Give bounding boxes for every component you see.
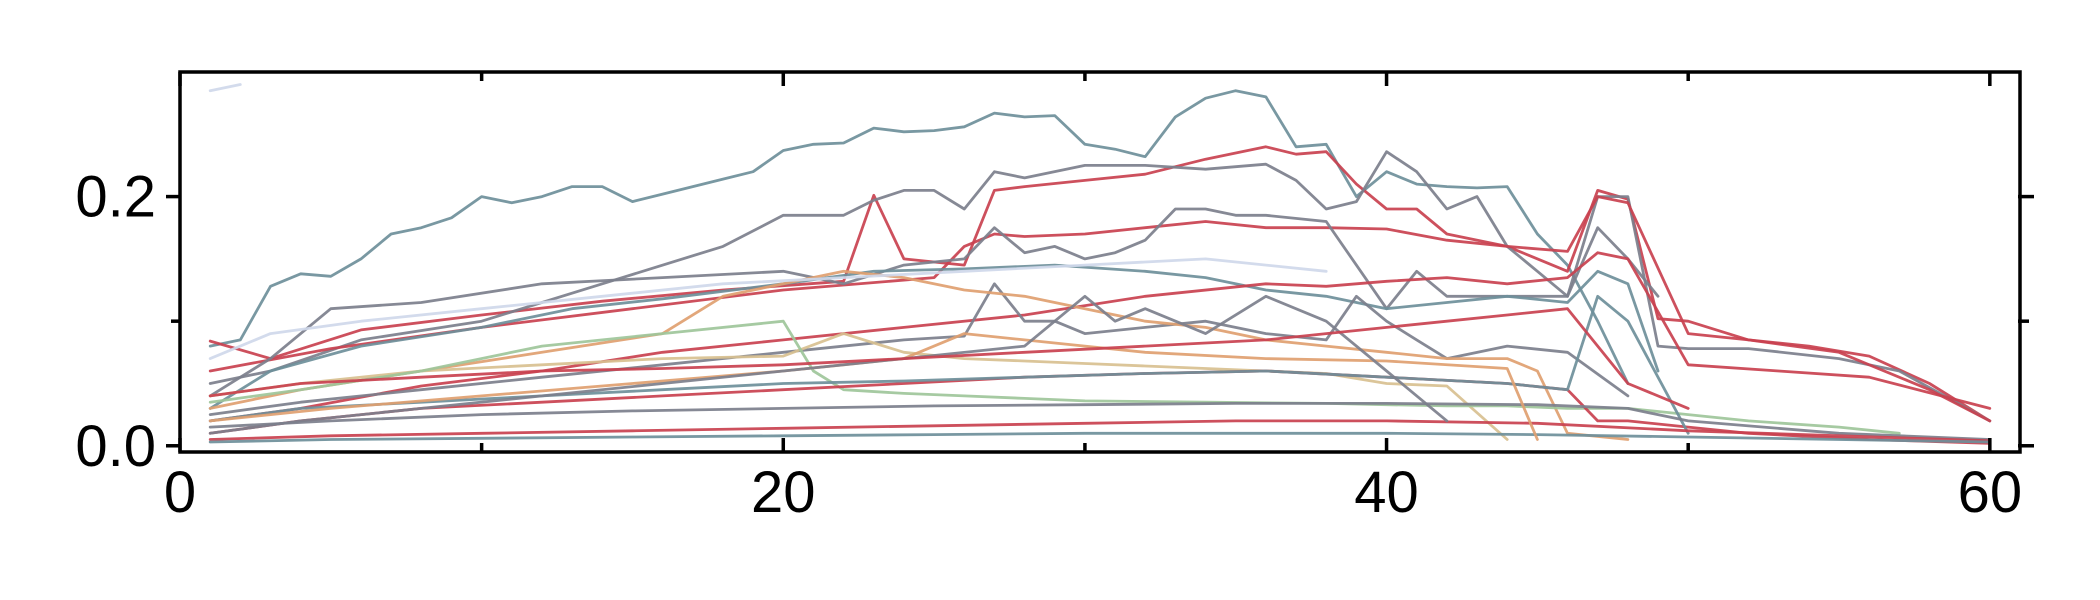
series-line-16: [208, 431, 1992, 444]
series-line-5: [208, 207, 1660, 398]
series-line-4: [208, 195, 1992, 423]
series-line-19: [208, 332, 1539, 441]
series-line-17: [208, 83, 242, 93]
y-tick-label: 0.0: [75, 414, 156, 479]
x-tick-label: 20: [751, 460, 816, 525]
series-line-14: [208, 401, 1992, 441]
series-line-7: [208, 251, 1992, 423]
series-line-11: [208, 319, 1901, 435]
x-tick-label: 40: [1354, 460, 1419, 525]
series-line-13: [208, 294, 1690, 435]
series-line-18: [208, 257, 1328, 361]
series-line-6: [208, 263, 1660, 410]
series-line-20: [208, 294, 1449, 435]
plot-frame: [178, 70, 2022, 454]
y-tick-label: 0.2: [75, 165, 156, 230]
series-line-15: [208, 419, 1992, 443]
x-tick-label: 0: [164, 460, 196, 525]
series-line-3: [208, 150, 1992, 423]
series-line-21: [208, 307, 1690, 410]
series-line-1: [208, 89, 1630, 385]
series-line-9: [208, 269, 1630, 441]
series-layer: [208, 83, 1992, 445]
x-tick-label: 60: [1958, 460, 2023, 525]
axes-layer: 0 20 40 60 0.0 0.2: [75, 70, 2034, 525]
